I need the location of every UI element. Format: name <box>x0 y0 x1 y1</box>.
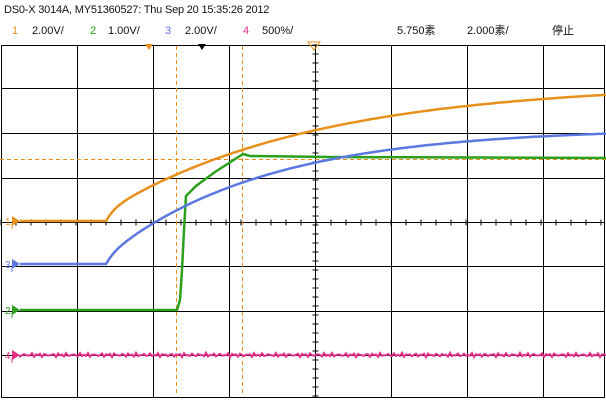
ch4-scale[interactable]: 500%/ <box>262 25 294 37</box>
ground-markers: 1 3 2 4 <box>5 216 20 363</box>
status-header: DS0-X 3014A, MY51360527: Thu Sep 20 15:3… <box>0 3 606 17</box>
ch2-number[interactable]: 2 <box>90 25 97 37</box>
ch3-marker-label: 3 <box>5 260 11 271</box>
traces <box>19 93 606 360</box>
ch4-trace <box>19 350 606 360</box>
ch2-scale[interactable]: 1.00V/ <box>108 25 140 37</box>
timebase-scale[interactable]: 2.000素/ <box>467 25 509 37</box>
run-state[interactable]: 停止 <box>552 25 574 37</box>
ch1-number[interactable]: 1 <box>12 25 19 37</box>
ch3-trace <box>20 132 606 266</box>
time-reference-marker <box>198 44 206 50</box>
ch4-ground-marker <box>12 350 20 360</box>
scope-title: DS0-X 3014A, MY51360527: Thu Sep 20 15:3… <box>4 4 270 16</box>
ch3-ground-marker <box>12 259 20 269</box>
ch1-marker-label: 1 <box>5 217 11 228</box>
trigger-position-marker <box>145 44 153 50</box>
ch1-scale[interactable]: 2.00V/ <box>32 25 64 37</box>
ch3-scale[interactable]: 2.00V/ <box>185 25 217 37</box>
ch4-marker-label: 4 <box>5 351 11 362</box>
ch2-marker-label: 2 <box>5 306 11 317</box>
ch1-trace <box>20 93 606 223</box>
top-markers <box>145 41 321 51</box>
ch3-number[interactable]: 3 <box>165 25 172 37</box>
ch2-trace <box>20 152 606 312</box>
delay-marker <box>307 41 321 51</box>
ch2-ground-marker <box>12 305 20 315</box>
timebase-delay[interactable]: 5.750素 <box>397 25 436 37</box>
ch4-number[interactable]: 4 <box>243 25 250 37</box>
channel-settings-bar: 1 2.00V/ 2 1.00V/ 3 2.00V/ 4 500%/ 5.750… <box>0 24 606 38</box>
ch1-ground-marker <box>12 216 20 226</box>
cursor-lines <box>0 46 606 396</box>
